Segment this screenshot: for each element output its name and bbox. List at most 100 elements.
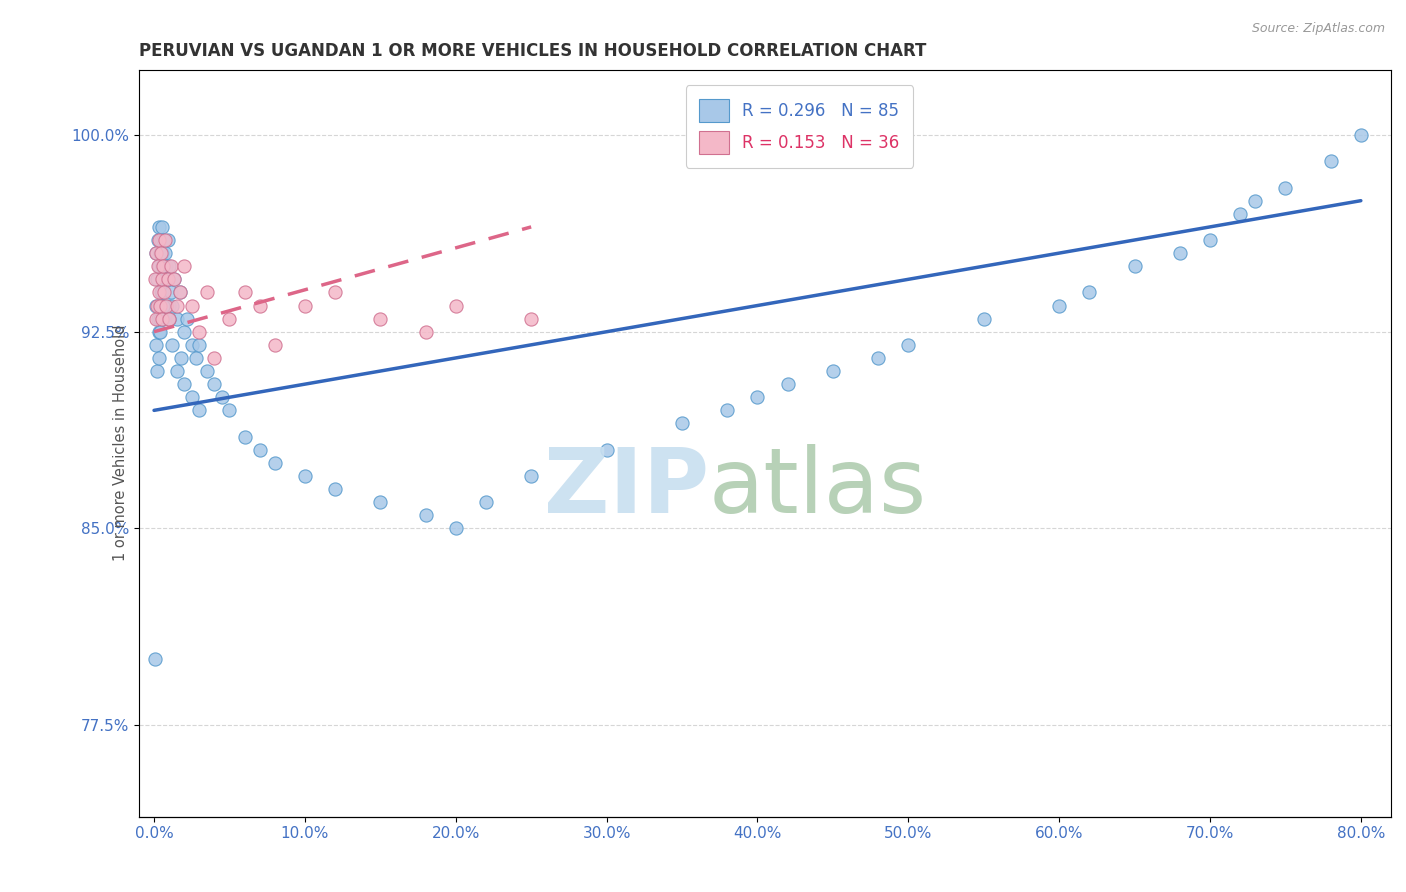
Point [159,285,181,300]
Text: Source: ZipAtlas.com: Source: ZipAtlas.com [1251,22,1385,36]
Point [211,390,233,404]
Point [218,311,240,326]
Text: ZIP: ZIP [544,444,709,532]
Point [202,351,225,365]
Point [444,299,467,313]
Point [1199,233,1222,247]
Point [150,285,173,300]
Point [146,364,169,378]
Text: atlas: atlas [709,444,927,532]
Point [368,311,391,326]
Point [163,272,186,286]
Point [716,403,738,417]
Point [1047,299,1070,313]
Point [294,469,316,483]
Y-axis label: 1 or more Vehicles in Household: 1 or more Vehicles in Household [112,325,128,561]
Point [155,299,177,313]
Point [145,338,167,352]
Point [155,299,177,313]
Point [218,403,240,417]
Point [475,495,498,509]
Point [145,246,167,260]
Point [149,233,172,247]
Point [157,311,180,326]
Point [150,219,173,234]
Point [153,285,176,300]
Text: PERUVIAN VS UGANDAN 1 OR MORE VEHICLES IN HOUSEHOLD CORRELATION CHART: PERUVIAN VS UGANDAN 1 OR MORE VEHICLES I… [139,42,927,60]
Point [897,338,920,352]
Point [157,299,180,313]
Point [156,272,179,286]
Point [233,285,256,300]
Point [149,246,172,260]
Point [195,364,218,378]
Point [152,233,174,247]
Point [143,652,166,666]
Point [188,325,211,339]
Point [145,246,167,260]
Point [1350,128,1372,143]
Point [148,299,170,313]
Point [156,272,179,286]
Point [173,325,195,339]
Point [146,259,169,273]
Point [173,259,195,273]
Point [150,311,173,326]
Point [202,377,225,392]
Point [415,508,437,523]
Point [1229,207,1251,221]
Point [149,246,172,260]
Point [595,442,617,457]
Point [152,311,174,326]
Point [444,521,467,535]
Point [671,417,693,431]
Point [150,246,173,260]
Point [1244,194,1267,208]
Point [157,311,180,326]
Point [180,390,202,404]
Point [1078,285,1101,300]
Point [294,299,316,313]
Point [149,299,172,313]
Point [150,272,173,286]
Point [146,299,169,313]
Point [233,429,256,443]
Point [368,495,391,509]
Point [821,364,844,378]
Point [263,456,285,470]
Point [143,272,166,286]
Point [323,285,346,300]
Point [160,299,183,313]
Point [1319,154,1341,169]
Point [159,259,181,273]
Point [166,364,188,378]
Point [1168,246,1191,260]
Point [195,285,218,300]
Point [156,233,179,247]
Point [180,299,202,313]
Point [249,299,271,313]
Point [157,259,180,273]
Point [150,259,173,273]
Point [180,338,202,352]
Point [1123,259,1146,273]
Point [169,285,191,300]
Point [152,259,174,273]
Point [149,325,172,339]
Point [148,219,170,234]
Point [868,351,890,365]
Point [153,233,176,247]
Point [176,311,198,326]
Point [146,233,169,247]
Point [152,299,174,313]
Point [1274,180,1296,194]
Point [163,272,186,286]
Point [148,351,170,365]
Point [188,403,211,417]
Point [747,390,769,404]
Point [149,311,172,326]
Point [166,311,188,326]
Legend: R = 0.296   N = 85, R = 0.153   N = 36: R = 0.296 N = 85, R = 0.153 N = 36 [686,86,912,168]
Point [188,338,211,352]
Point [520,469,543,483]
